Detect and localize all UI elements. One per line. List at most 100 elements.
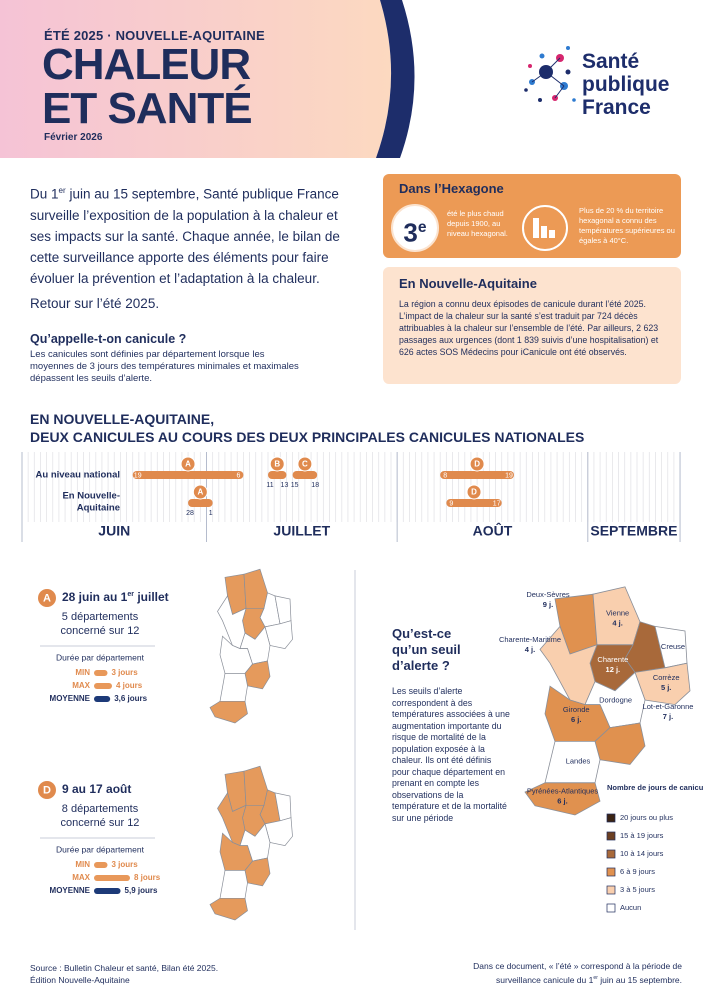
rank-badge: 3e xyxy=(391,204,439,252)
stat-label: MOYENNE xyxy=(50,694,91,703)
legend-swatch xyxy=(606,813,616,823)
title-line: CHALEUR xyxy=(42,40,251,89)
episode-letter: B xyxy=(274,460,280,469)
count-box: 5 départements concerné sur 12 xyxy=(61,611,140,637)
episode-bar xyxy=(446,499,502,507)
episode-bar xyxy=(188,499,213,507)
row-label: Au niveau national xyxy=(36,470,120,481)
department xyxy=(544,740,601,784)
intro-retour: Retour sur l’été 2025. xyxy=(30,295,160,311)
day-label: 18 xyxy=(311,482,319,489)
header-band xyxy=(0,0,392,158)
season: ÉTÉ 2025 · NOUVELLE-AQUITAINE xyxy=(44,28,265,43)
header-arc xyxy=(376,0,415,158)
title-line: ET SANTÉ xyxy=(42,84,253,133)
episode-letter: D xyxy=(43,784,51,796)
legend-swatch xyxy=(606,867,616,877)
duration-title: Durée par département xyxy=(56,844,145,854)
stat-label: MIN xyxy=(75,860,90,869)
month-label: AOÛT xyxy=(473,522,513,539)
episode-bar xyxy=(292,471,318,479)
timeline-title-line: EN NOUVELLE-AQUITAINE, xyxy=(30,411,215,427)
department-days: 5 j. xyxy=(661,683,671,692)
legend-swatch xyxy=(606,885,616,895)
department xyxy=(219,870,248,899)
episode-letter: C xyxy=(302,460,308,469)
department-name: Corrèze xyxy=(653,673,680,682)
note: juin au 15 septembre. xyxy=(597,974,682,985)
legend-label: 20 jours ou plus xyxy=(620,813,673,822)
legend-label: Aucun xyxy=(620,903,641,912)
stat-label: MAX xyxy=(72,681,90,690)
logo-line: Santé xyxy=(582,50,640,73)
logo-line: publique xyxy=(582,73,670,96)
row-label: Aquitaine xyxy=(77,503,120,514)
timeline: JUIN JUILLET AOÛT SEPTEMBRE Au niveau nation… xyxy=(21,452,681,542)
department-days: 9 j. xyxy=(543,600,553,609)
stat-value: 8 jours xyxy=(134,873,161,882)
stat-bar xyxy=(94,888,121,894)
department xyxy=(243,765,268,806)
department-name: Dordogne xyxy=(599,696,632,705)
department-name: Creuse xyxy=(661,642,685,651)
date: Février 2026 xyxy=(44,132,103,143)
stat-value: 3,6 jours xyxy=(114,694,147,703)
na-title: En Nouvelle-Aquitaine xyxy=(399,276,537,291)
department-name: Charente-Maritime xyxy=(499,635,561,644)
day-label: 28 xyxy=(186,510,194,517)
episode-bar xyxy=(440,471,514,479)
canicule-title: Qu’appelle-t-on canicule ? xyxy=(30,332,187,346)
territory-text: Plus de 20 % du territoire hexagonal a c… xyxy=(579,206,675,245)
department-name: Charente xyxy=(597,655,628,664)
episode-letter: A xyxy=(43,592,51,604)
lower-section: A 28 juin au 1er juillet 5 départements co… xyxy=(38,568,703,930)
department xyxy=(219,673,248,702)
legend-swatch xyxy=(606,831,616,841)
department-name: Landes xyxy=(566,757,591,766)
seuil-text: Les seuils d’alerte correspondent à des … xyxy=(392,686,510,823)
episode-title-part: 9 au 17 août xyxy=(62,782,131,796)
episode-badge xyxy=(297,456,313,472)
episode-badge xyxy=(466,484,482,500)
hexagone-box: Dans l’Hexagone 3e été le plus chaud dep… xyxy=(383,174,681,258)
timeline-title: EN NOUVELLE-AQUITAINE, DEUX CANICULES AU… xyxy=(30,410,584,446)
episode-letter: A xyxy=(197,488,203,497)
department-days: 12 j. xyxy=(606,665,621,674)
day-label: 15 xyxy=(291,482,299,489)
stat-label: MOYENNE xyxy=(50,886,91,895)
source: Source : Bulletin Chaleur et santé, Bila… xyxy=(30,963,219,973)
stat-bar xyxy=(94,696,111,702)
intro-sup: er xyxy=(58,186,66,195)
episode-badge xyxy=(192,484,208,500)
day-label: 17 xyxy=(493,500,501,507)
intro-text: juin au 15 septembre, Santé publique Fra… xyxy=(30,186,340,286)
stat-label: MIN xyxy=(75,668,90,677)
department-name: Vienne xyxy=(606,608,629,617)
episode-badge xyxy=(180,456,196,472)
legend-title: Nombre de jours de canicule xyxy=(607,783,703,792)
episode-title-part: er xyxy=(127,591,134,598)
episode-title: 28 juin au 1er juillet xyxy=(62,590,169,604)
legend-swatch xyxy=(606,849,616,859)
episode-title-part: 28 juin au 1 xyxy=(62,590,128,604)
timeline-title-line: DEUX CANICULES AU COURS DES DEUX PRINCIP… xyxy=(30,429,585,445)
month-label: SEPTEMBRE xyxy=(590,523,677,539)
intro-text: Du 1 xyxy=(30,186,59,202)
stat-value: 5,9 jours xyxy=(125,886,158,895)
note-sup: er xyxy=(593,975,598,981)
stat-label: MAX xyxy=(72,873,90,882)
episode-badge xyxy=(269,456,285,472)
department xyxy=(243,568,268,609)
episode-bar xyxy=(132,471,244,479)
edition: Édition Nouvelle-Aquitaine xyxy=(30,975,130,985)
row-label: En Nouvelle- xyxy=(62,491,120,502)
legend-label: 6 à 9 jours xyxy=(620,867,655,876)
day-label: 13 xyxy=(281,482,289,489)
month-label: JUILLET xyxy=(273,523,330,539)
logo-text: Santé publique France xyxy=(582,50,670,119)
stat-bar xyxy=(94,875,130,881)
stat-value: 3 jours xyxy=(112,668,139,677)
department-name: Deux-Sèvres xyxy=(526,590,570,599)
legend-label: 3 à 5 jours xyxy=(620,885,655,894)
